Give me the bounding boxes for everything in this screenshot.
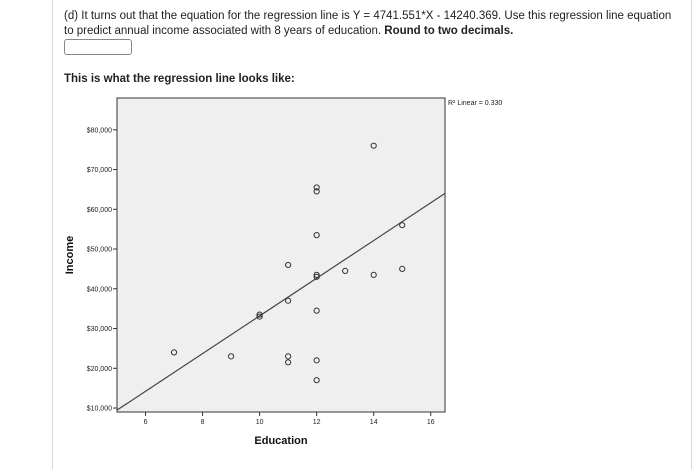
data-point-4 bbox=[285, 353, 292, 360]
x-axis-title: Education bbox=[254, 435, 307, 447]
data-point-8 bbox=[313, 357, 320, 364]
legend-r-squared: R² Linear = 0.330 bbox=[448, 100, 502, 107]
chart-caption: This is what the regression line looks l… bbox=[64, 73, 295, 85]
question-part: (d) bbox=[64, 10, 79, 22]
data-point-17 bbox=[370, 271, 377, 278]
x-tick-label: 12 bbox=[313, 419, 321, 426]
data-point-19 bbox=[399, 265, 406, 273]
question-text: (d) It turns out that the equation for t… bbox=[64, 9, 679, 39]
y-tick-label: $50,000 bbox=[87, 247, 112, 254]
data-point-10 bbox=[313, 307, 320, 314]
data-point-20 bbox=[399, 222, 406, 229]
data-point-7 bbox=[285, 261, 292, 269]
y-axis-title: Income bbox=[64, 236, 76, 275]
data-point-5 bbox=[285, 359, 292, 366]
question-body: It turns out that the equation for the r… bbox=[64, 10, 672, 37]
y-tick-label: $30,000 bbox=[87, 326, 112, 333]
x-tick-label: 6 bbox=[144, 419, 148, 426]
x-tick-label: 14 bbox=[370, 419, 378, 426]
answer-input[interactable] bbox=[64, 39, 132, 55]
y-tick-label: $10,000 bbox=[87, 406, 112, 413]
y-tick-label: $70,000 bbox=[87, 167, 112, 174]
data-point-1 bbox=[227, 353, 235, 360]
x-tick-label: 10 bbox=[256, 419, 264, 426]
y-tick-label: $80,000 bbox=[87, 127, 112, 134]
data-point-0 bbox=[170, 349, 178, 356]
y-tick-label: $60,000 bbox=[87, 207, 112, 214]
x-tick-label: 16 bbox=[427, 419, 435, 426]
data-point-16 bbox=[342, 267, 349, 274]
data-point-18 bbox=[370, 142, 377, 149]
data-point-11 bbox=[313, 271, 320, 278]
data-point-15 bbox=[313, 184, 320, 191]
content-frame bbox=[52, 0, 692, 469]
x-tick-label: 8 bbox=[201, 419, 205, 426]
y-tick-label: $20,000 bbox=[87, 366, 112, 373]
data-points bbox=[170, 142, 406, 384]
question-rounding-instruction: Round to two decimals. bbox=[384, 25, 514, 37]
data-point-9 bbox=[313, 377, 320, 384]
data-point-14 bbox=[313, 188, 320, 195]
data-point-13 bbox=[313, 232, 320, 239]
data-point-6 bbox=[285, 297, 292, 304]
y-tick-label: $40,000 bbox=[87, 286, 112, 293]
data-point-2 bbox=[256, 313, 263, 320]
y-axis: $10,000 $20,000 $30,000 $40,000 $50,000 $60,0… bbox=[87, 127, 117, 413]
regression-line bbox=[116, 192, 446, 411]
plot-area bbox=[116, 97, 446, 413]
data-point-12 bbox=[313, 273, 320, 280]
x-axis: 6 8 10 12 14 16 bbox=[144, 412, 435, 426]
data-point-3 bbox=[256, 311, 263, 318]
